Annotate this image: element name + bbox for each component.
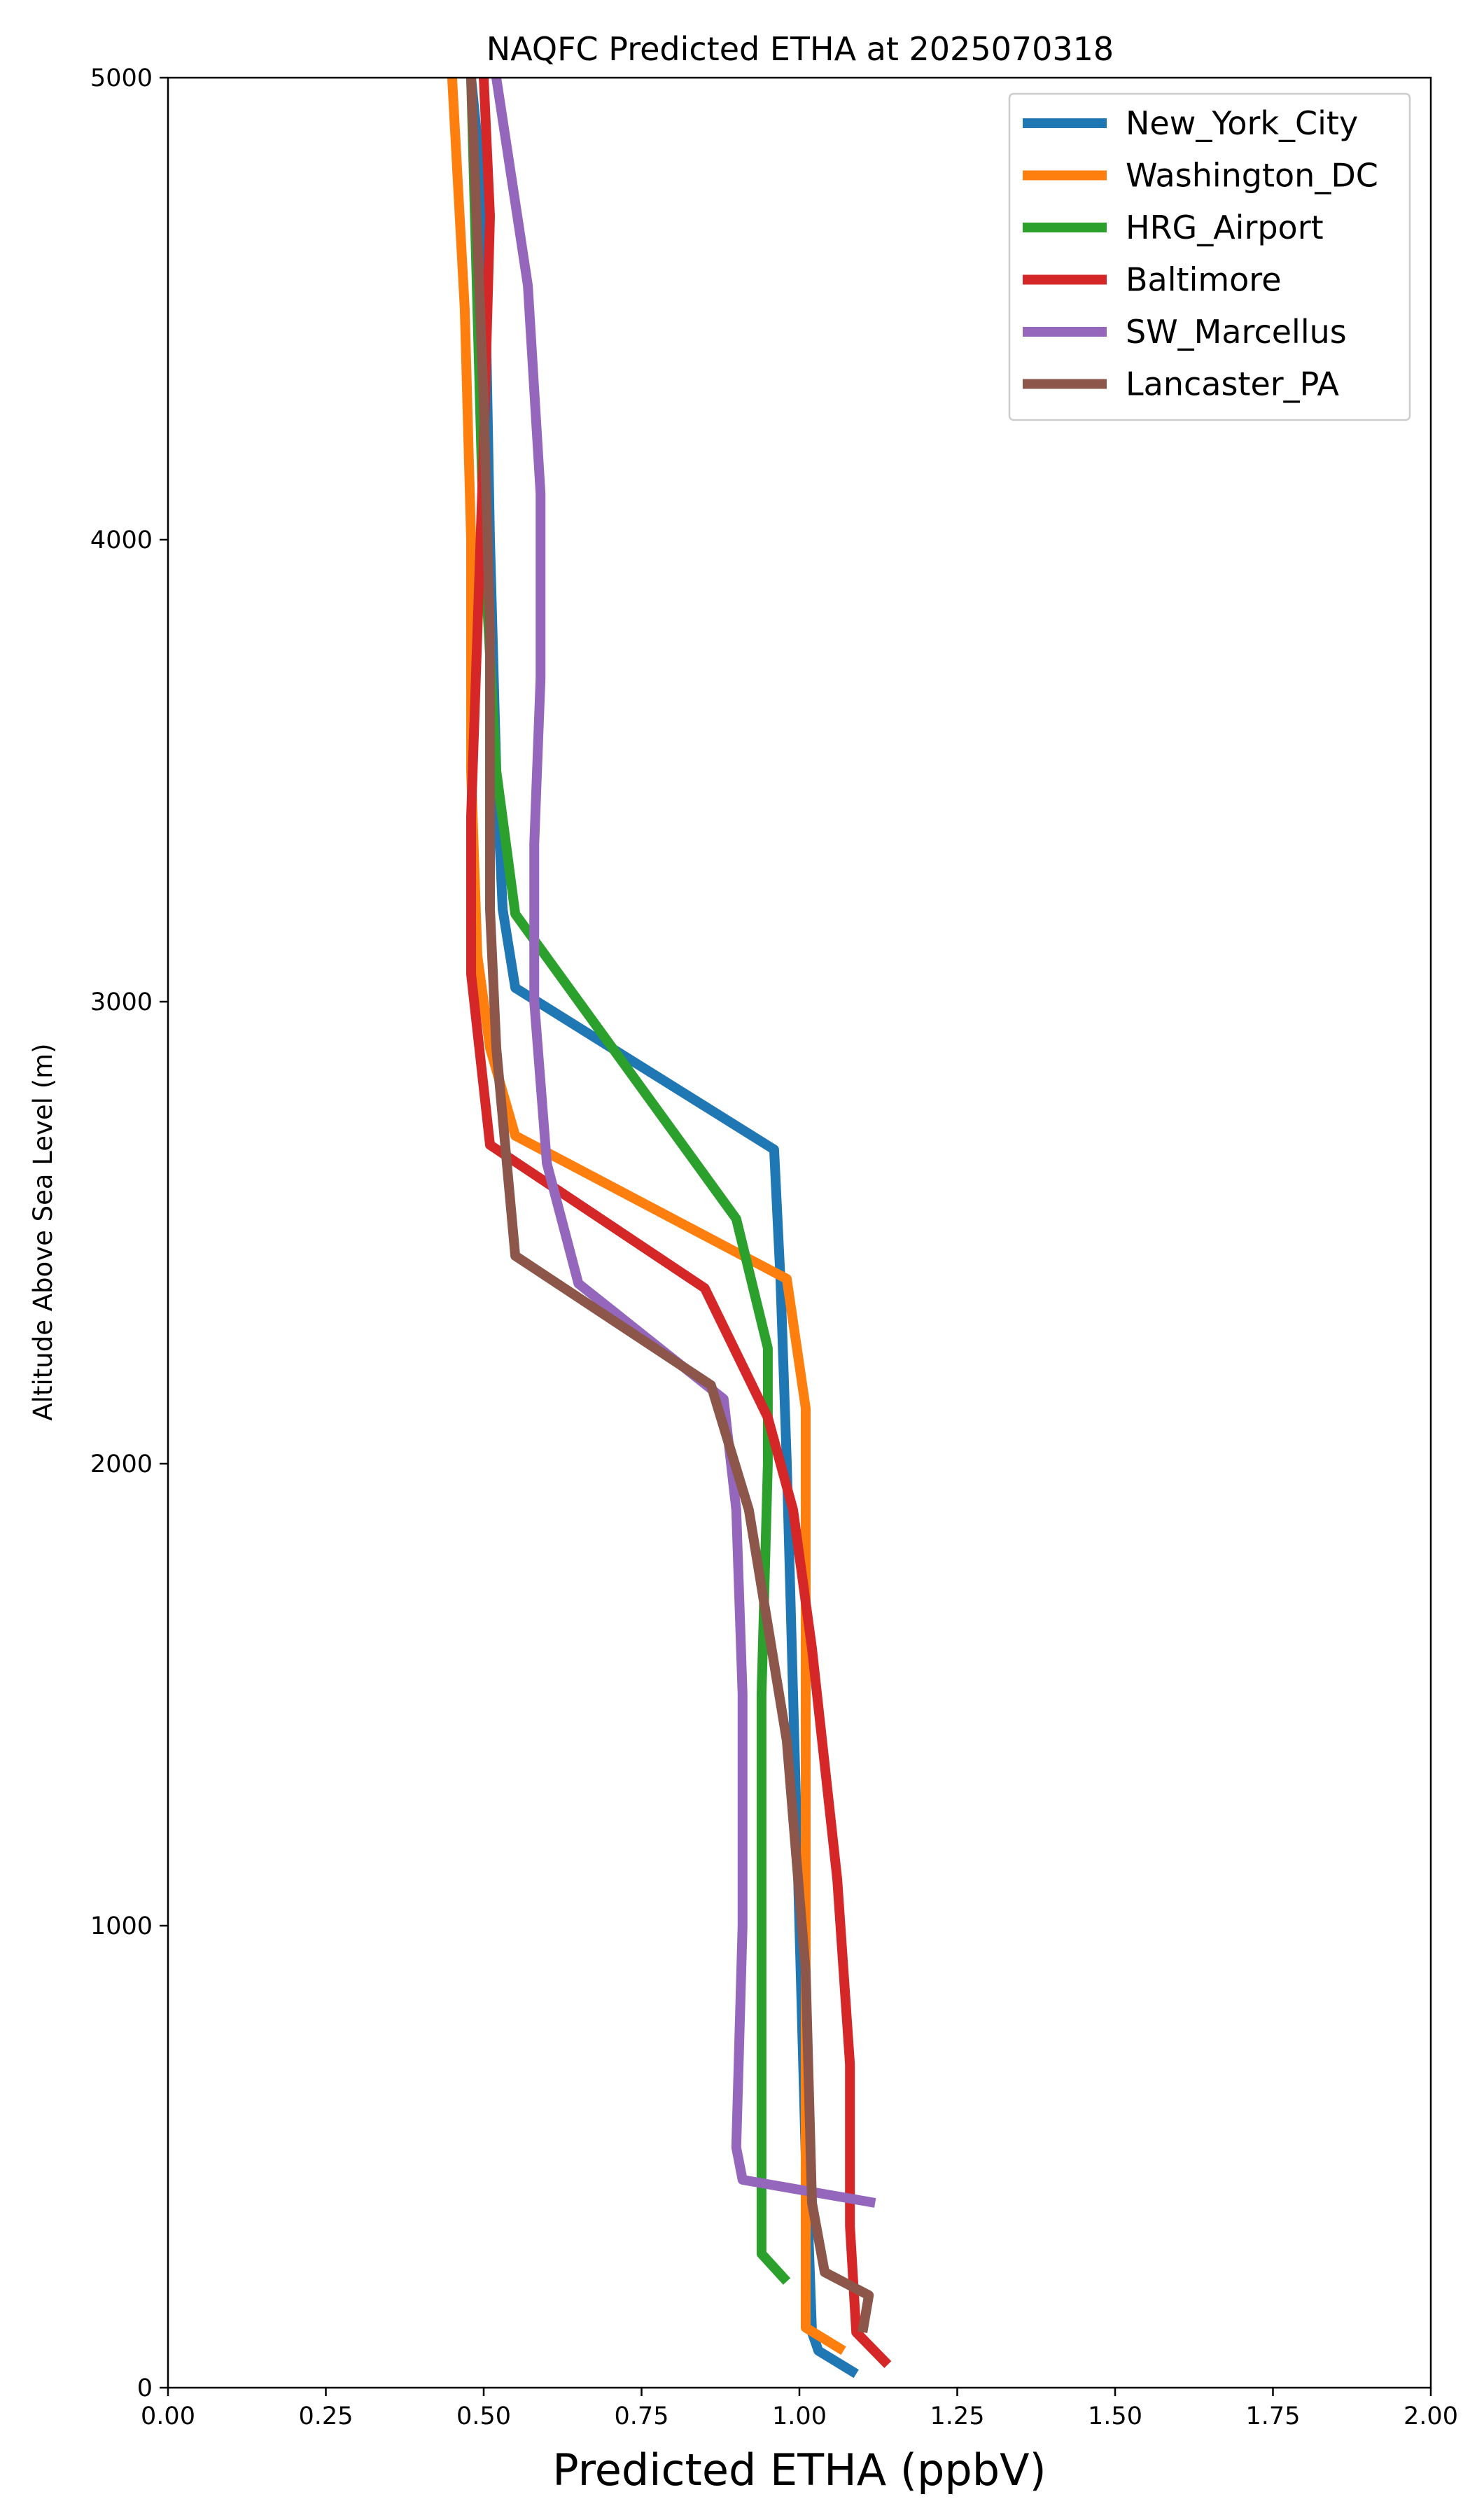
series-line-4 <box>491 76 876 2208</box>
legend-box <box>1008 92 1411 421</box>
series-line-3 <box>466 77 892 2368</box>
y-tick-label: 1000 <box>90 1912 153 1940</box>
x-tick-label: 0.75 <box>615 2402 669 2430</box>
legend-label-2: HRG_Airport <box>1126 209 1324 246</box>
y-tick-label: 0 <box>137 2374 153 2402</box>
x-tick-label: 2.00 <box>1404 2402 1458 2430</box>
x-tick-label: 0.50 <box>456 2402 511 2430</box>
y-axis-label: Altitude Above Sea Level (m) <box>28 1043 58 1420</box>
y-tick-label: 4000 <box>90 526 153 554</box>
legend-label-4: SW_Marcellus <box>1126 313 1347 351</box>
x-axis-ticks: 0.00 0.25 0.50 0.75 1.00 1.25 1.50 1.75 2.00 <box>141 2388 1458 2430</box>
series-line-5 <box>466 77 874 2333</box>
x-tick-label: 0.00 <box>141 2402 195 2430</box>
y-axis-ticks: 0 1000 2000 3000 4000 5000 <box>90 64 168 2402</box>
legend-label-1: Washington_DC <box>1126 157 1378 195</box>
series-layer <box>447 76 892 2379</box>
legend-label-5: Lancaster_PA <box>1126 365 1339 403</box>
x-tick-label: 1.00 <box>772 2402 827 2430</box>
legend-label-0: New_York_City <box>1126 104 1358 142</box>
y-tick-label: 3000 <box>90 988 153 1016</box>
legend-label-3: Baltimore <box>1126 261 1282 299</box>
x-axis-label: Predicted ETHA (ppbV) <box>552 2444 1046 2496</box>
chart-title: NAQFC Predicted ETHA at 2025070318 <box>486 30 1114 68</box>
legend: New_York_City Washington_DC HRG_Airport Bal… <box>1008 92 1411 421</box>
x-tick-label: 1.75 <box>1246 2402 1301 2430</box>
y-tick-label: 2000 <box>90 1450 153 1478</box>
x-tick-label: 1.25 <box>930 2402 985 2430</box>
x-tick-label: 1.50 <box>1088 2402 1142 2430</box>
x-tick-label: 0.25 <box>299 2402 354 2430</box>
y-tick-label: 5000 <box>90 64 153 92</box>
